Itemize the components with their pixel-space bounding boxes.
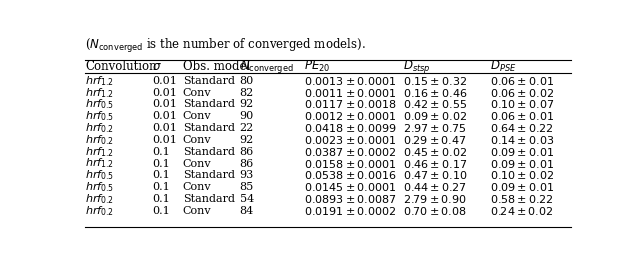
- Text: 0.1: 0.1: [152, 147, 170, 157]
- Text: $0.09 \pm 0.01$: $0.09 \pm 0.01$: [490, 181, 554, 193]
- Text: $hrf_{0.5}$: $hrf_{0.5}$: [85, 180, 114, 194]
- Text: $0.10 \pm 0.07$: $0.10 \pm 0.07$: [490, 99, 554, 110]
- Text: $hrf_{0.2}$: $hrf_{0.2}$: [85, 121, 114, 135]
- Text: $0.44 \pm 0.27$: $0.44 \pm 0.27$: [403, 181, 467, 193]
- Text: $0.0013 \pm 0.0001$: $0.0013 \pm 0.0001$: [304, 75, 397, 87]
- Text: 0.1: 0.1: [152, 158, 170, 168]
- Text: $0.0538 \pm 0.0016$: $0.0538 \pm 0.0016$: [304, 169, 397, 181]
- Text: 0.1: 0.1: [152, 206, 170, 216]
- Text: $0.06 \pm 0.02$: $0.06 \pm 0.02$: [490, 87, 554, 99]
- Text: 86: 86: [240, 158, 254, 168]
- Text: $0.0023 \pm 0.0001$: $0.0023 \pm 0.0001$: [304, 134, 397, 146]
- Text: 54: 54: [240, 194, 254, 204]
- Text: $0.06 \pm 0.01$: $0.06 \pm 0.01$: [490, 110, 554, 122]
- Text: Standard: Standard: [182, 100, 235, 109]
- Text: $hrf_{0.2}$: $hrf_{0.2}$: [85, 204, 114, 218]
- Text: Standard: Standard: [182, 123, 235, 133]
- Text: 84: 84: [240, 206, 254, 216]
- Text: 0.01: 0.01: [152, 88, 177, 98]
- Text: $hrf_{0.2}$: $hrf_{0.2}$: [85, 192, 114, 206]
- Text: $0.0012 \pm 0.0001$: $0.0012 \pm 0.0001$: [304, 110, 397, 122]
- Text: $0.0145 \pm 0.0001$: $0.0145 \pm 0.0001$: [304, 181, 397, 193]
- Text: $0.06 \pm 0.01$: $0.06 \pm 0.01$: [490, 75, 554, 87]
- Text: 93: 93: [240, 170, 254, 180]
- Text: Standard: Standard: [182, 194, 235, 204]
- Text: $D_{stsp}$: $D_{stsp}$: [403, 58, 431, 75]
- Text: $0.09 \pm 0.02$: $0.09 \pm 0.02$: [403, 110, 467, 122]
- Text: 0.01: 0.01: [152, 76, 177, 86]
- Text: $hrf_{1.2}$: $hrf_{1.2}$: [85, 157, 114, 171]
- Text: $2.79 \pm 0.90$: $2.79 \pm 0.90$: [403, 193, 467, 205]
- Text: $0.0117 \pm 0.0018$: $0.0117 \pm 0.0018$: [304, 99, 397, 110]
- Text: $hrf_{1.2}$: $hrf_{1.2}$: [85, 74, 114, 88]
- Text: $hrf_{1.2}$: $hrf_{1.2}$: [85, 145, 114, 159]
- Text: $N_{\mathrm{converged}}$: $N_{\mathrm{converged}}$: [240, 58, 293, 75]
- Text: Standard: Standard: [182, 147, 235, 157]
- Text: 85: 85: [240, 182, 254, 192]
- Text: $0.29 \pm 0.47$: $0.29 \pm 0.47$: [403, 134, 467, 146]
- Text: 0.01: 0.01: [152, 135, 177, 145]
- Text: $0.47 \pm 0.10$: $0.47 \pm 0.10$: [403, 169, 468, 181]
- Text: $0.09 \pm 0.01$: $0.09 \pm 0.01$: [490, 146, 554, 158]
- Text: Conv: Conv: [182, 182, 211, 192]
- Text: $hrf_{0.2}$: $hrf_{0.2}$: [85, 133, 114, 147]
- Text: $D_{PSE}$: $D_{PSE}$: [490, 59, 516, 74]
- Text: Conv: Conv: [182, 206, 211, 216]
- Text: 82: 82: [240, 88, 254, 98]
- Text: Obs. model: Obs. model: [182, 60, 250, 73]
- Text: Convolution: Convolution: [85, 60, 157, 73]
- Text: 0.1: 0.1: [152, 194, 170, 204]
- Text: Standard: Standard: [182, 170, 235, 180]
- Text: $0.0387 \pm 0.0002$: $0.0387 \pm 0.0002$: [304, 146, 397, 158]
- Text: $0.46 \pm 0.17$: $0.46 \pm 0.17$: [403, 158, 468, 170]
- Text: $hrf_{1.2}$: $hrf_{1.2}$: [85, 86, 114, 100]
- Text: 90: 90: [240, 111, 254, 121]
- Text: Conv: Conv: [182, 88, 211, 98]
- Text: $0.42 \pm 0.55$: $0.42 \pm 0.55$: [403, 99, 467, 110]
- Text: ($N_{\mathrm{converged}}$ is the number of converged models).: ($N_{\mathrm{converged}}$ is the number …: [85, 37, 365, 55]
- Text: 92: 92: [240, 100, 254, 109]
- Text: $hrf_{0.5}$: $hrf_{0.5}$: [85, 168, 114, 182]
- Text: $0.45 \pm 0.02$: $0.45 \pm 0.02$: [403, 146, 467, 158]
- Text: 22: 22: [240, 123, 254, 133]
- Text: $0.0011 \pm 0.0001$: $0.0011 \pm 0.0001$: [304, 87, 397, 99]
- Text: $0.09 \pm 0.01$: $0.09 \pm 0.01$: [490, 158, 554, 170]
- Text: 0.1: 0.1: [152, 170, 170, 180]
- Text: $0.0893 \pm 0.0087$: $0.0893 \pm 0.0087$: [304, 193, 397, 205]
- Text: 0.01: 0.01: [152, 100, 177, 109]
- Text: $0.64 \pm 0.22$: $0.64 \pm 0.22$: [490, 122, 554, 134]
- Text: $0.0158 \pm 0.0001$: $0.0158 \pm 0.0001$: [304, 158, 397, 170]
- Text: $0.24 \pm 0.02$: $0.24 \pm 0.02$: [490, 205, 554, 217]
- Text: $0.70 \pm 0.08$: $0.70 \pm 0.08$: [403, 205, 467, 217]
- Text: $0.16 \pm 0.46$: $0.16 \pm 0.46$: [403, 87, 468, 99]
- Text: 92: 92: [240, 135, 254, 145]
- Text: 0.01: 0.01: [152, 111, 177, 121]
- Text: $0.0418 \pm 0.0099$: $0.0418 \pm 0.0099$: [304, 122, 397, 134]
- Text: $hrf_{0.5}$: $hrf_{0.5}$: [85, 109, 114, 123]
- Text: $PE_{20}$: $PE_{20}$: [304, 59, 330, 74]
- Text: $0.0191 \pm 0.0002$: $0.0191 \pm 0.0002$: [304, 205, 397, 217]
- Text: $0.10 \pm 0.02$: $0.10 \pm 0.02$: [490, 169, 554, 181]
- Text: Conv: Conv: [182, 111, 211, 121]
- Text: 0.01: 0.01: [152, 123, 177, 133]
- Text: $0.58 \pm 0.22$: $0.58 \pm 0.22$: [490, 193, 554, 205]
- Text: 80: 80: [240, 76, 254, 86]
- Text: Standard: Standard: [182, 76, 235, 86]
- Text: $2.97 \pm 0.75$: $2.97 \pm 0.75$: [403, 122, 467, 134]
- Text: $0.15 \pm 0.32$: $0.15 \pm 0.32$: [403, 75, 467, 87]
- Text: 0.1: 0.1: [152, 182, 170, 192]
- Text: 86: 86: [240, 147, 254, 157]
- Text: Conv: Conv: [182, 135, 211, 145]
- Text: $hrf_{0.5}$: $hrf_{0.5}$: [85, 98, 114, 111]
- Text: $0.14 \pm 0.03$: $0.14 \pm 0.03$: [490, 134, 554, 146]
- Text: Conv: Conv: [182, 158, 211, 168]
- Text: $\sigma$: $\sigma$: [152, 60, 162, 73]
